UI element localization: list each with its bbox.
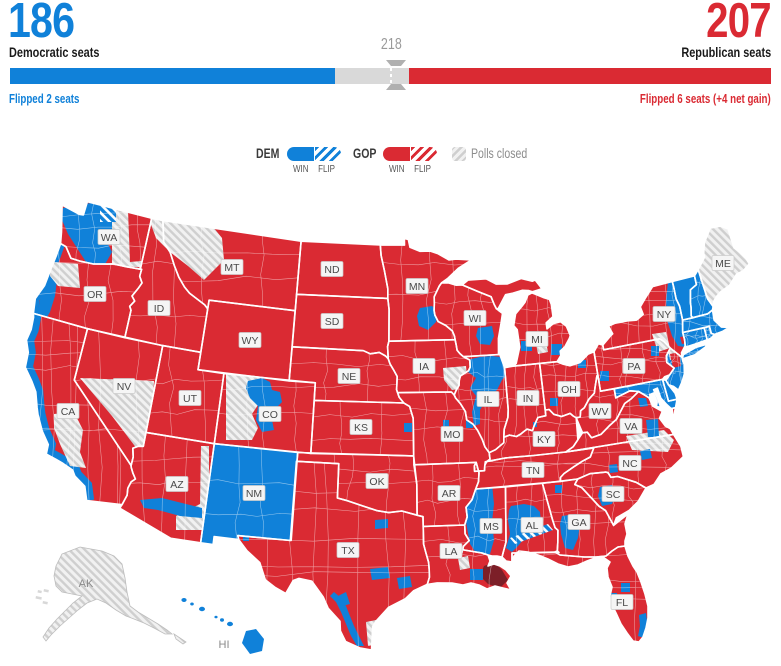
svg-text:IA: IA [419, 361, 429, 373]
svg-text:AR: AR [442, 488, 457, 500]
svg-text:TX: TX [341, 545, 354, 557]
svg-text:ID: ID [154, 303, 165, 315]
svg-text:KY: KY [537, 434, 551, 446]
svg-text:AL: AL [526, 520, 539, 532]
svg-text:NV: NV [117, 381, 132, 393]
svg-text:SC: SC [606, 489, 621, 501]
svg-text:ME: ME [715, 258, 731, 270]
svg-text:UT: UT [183, 393, 198, 405]
svg-text:OK: OK [369, 476, 384, 488]
svg-text:NC: NC [622, 458, 638, 470]
svg-text:CO: CO [262, 409, 278, 421]
svg-text:WY: WY [242, 335, 259, 347]
svg-text:OR: OR [87, 289, 103, 301]
svg-text:LA: LA [445, 546, 458, 558]
svg-text:AK: AK [79, 578, 94, 590]
svg-text:NY: NY [657, 309, 672, 321]
svg-text:IN: IN [523, 393, 534, 405]
svg-text:MN: MN [409, 281, 425, 293]
svg-text:MO: MO [444, 429, 461, 441]
svg-text:PA: PA [627, 361, 640, 373]
svg-text:CA: CA [61, 406, 76, 418]
svg-text:NM: NM [246, 488, 262, 500]
svg-text:VA: VA [624, 421, 637, 433]
svg-text:SD: SD [325, 316, 340, 328]
svg-text:GA: GA [571, 517, 586, 529]
svg-text:TN: TN [526, 465, 540, 477]
svg-text:MS: MS [483, 521, 499, 533]
svg-text:WI: WI [469, 313, 482, 325]
svg-text:HI: HI [219, 639, 230, 651]
svg-text:WA: WA [101, 232, 118, 244]
svg-text:FL: FL [616, 597, 628, 609]
svg-text:MI: MI [531, 334, 543, 346]
svg-text:ND: ND [324, 264, 340, 276]
svg-text:WV: WV [592, 406, 609, 418]
svg-text:NE: NE [342, 371, 357, 383]
svg-text:MT: MT [224, 262, 240, 274]
svg-text:AZ: AZ [170, 479, 184, 491]
svg-text:OH: OH [561, 384, 577, 396]
svg-text:IL: IL [484, 394, 493, 406]
svg-text:KS: KS [354, 422, 368, 434]
